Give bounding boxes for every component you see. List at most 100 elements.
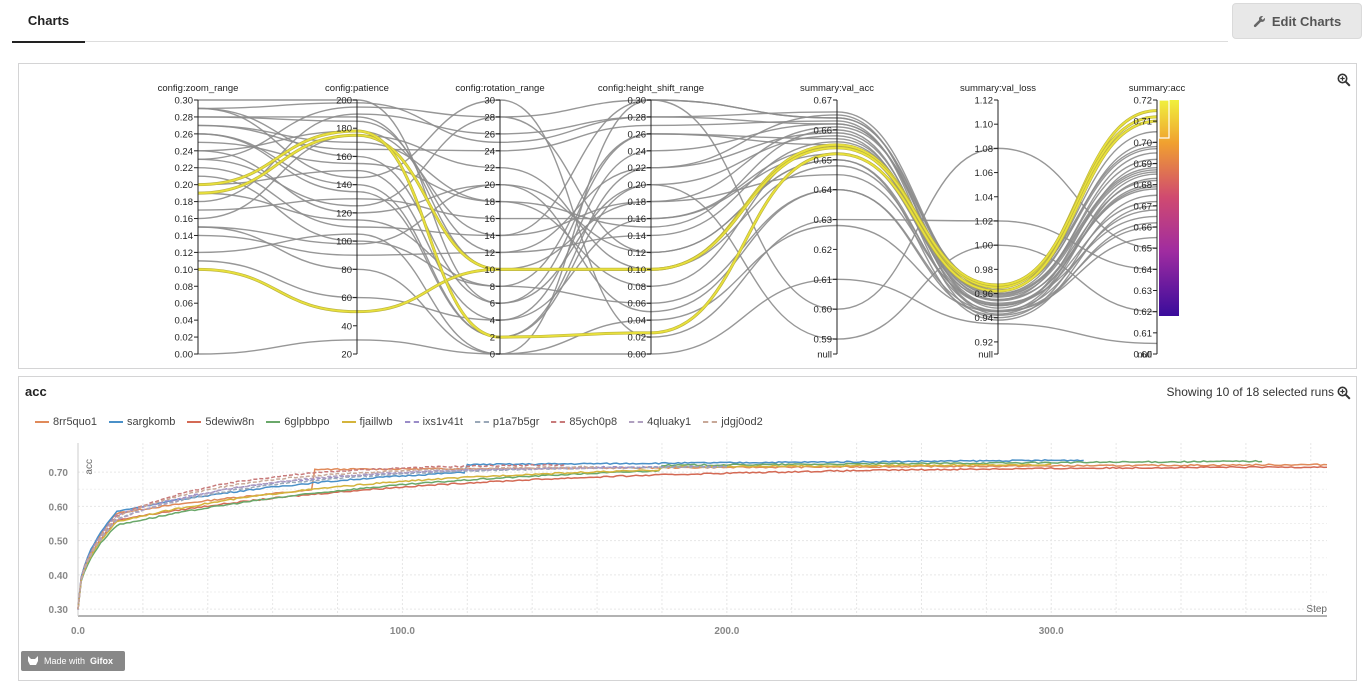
tick-label: 16 [484, 214, 495, 225]
tick-label: 0.04 [175, 316, 194, 327]
edit-charts-button[interactable]: Edit Charts [1232, 3, 1362, 39]
legend-item[interactable]: 6glpbbpo [266, 416, 330, 428]
tick-label: 0.71 [1134, 117, 1153, 128]
tick-label: 0.12 [175, 248, 194, 259]
tick-label: 0.63 [1134, 286, 1153, 297]
tick-label: 0.30 [628, 96, 647, 107]
tick-label: 0.72 [1134, 96, 1153, 107]
tick-label: 28 [484, 112, 495, 123]
tick-label: 0.10 [175, 265, 194, 276]
parallel-coordinates-panel: config:zoom_range 0.30 0.28 0.26 0.24 0.22 0.2… [18, 63, 1357, 369]
tick-label: 0.28 [175, 112, 194, 123]
legend-swatch [266, 421, 281, 423]
tick-label: 0.16 [628, 214, 647, 225]
tick-label: 0.20 [628, 180, 647, 191]
gifox-badge[interactable]: Made with Gifox [21, 651, 125, 671]
legend-item[interactable]: 5dewiw8n [187, 416, 254, 428]
tick-label: 120 [336, 208, 352, 219]
tick-label: 0.14 [175, 231, 194, 242]
legend-item[interactable]: sargkomb [109, 416, 175, 428]
axis-label: config:zoom_range [158, 83, 239, 94]
tick-label: 0.66 [1134, 223, 1153, 234]
gifox-text: Made with [44, 656, 86, 666]
tick-label: 14 [484, 231, 495, 242]
legend-label: p1a7b5gr [492, 416, 540, 428]
legend-label: 4qluaky1 [647, 416, 692, 428]
tick-label: 0.12 [628, 248, 647, 259]
legend-swatch [341, 421, 356, 423]
legend-label: 6glpbbpo [284, 416, 330, 428]
axis-config-patience: config:patience 200 180 160 140 120 100 80 60 40 2… [325, 83, 389, 361]
tick-label: 0.94 [975, 313, 994, 324]
tick-label: 0.02 [628, 333, 647, 344]
parallel-coordinates-chart[interactable]: config:zoom_range 0.30 0.28 0.26 0.24 0.22 0.2… [19, 64, 1356, 368]
run-lines [197, 99, 1158, 355]
axis-config-zoom-range: config:zoom_range 0.30 0.28 0.26 0.24 0.22 0.2… [158, 83, 239, 361]
legend-item[interactable]: 85ych0p8 [551, 416, 617, 428]
acc-line-chart[interactable]: 0.30 0.40 0.50 0.60 0.70 0.0 100.0 200.0 300.0 ac… [19, 407, 1356, 677]
zoom-in-icon[interactable] [1337, 386, 1351, 400]
series-line [77, 459, 1263, 610]
tick-label: 0.30 [175, 96, 194, 107]
tick-label: 140 [336, 180, 352, 191]
tick-label: 20 [341, 350, 352, 361]
tick-label: 0.67 [814, 96, 833, 107]
tick-label: 1.10 [975, 120, 994, 131]
fox-icon [28, 656, 38, 665]
axis-label: summary:val_acc [800, 83, 874, 94]
grid [77, 443, 1327, 616]
tick-label: 1.06 [975, 168, 994, 179]
tick-label: 0.18 [628, 197, 647, 208]
axis-summary-acc: summary:acc 0.72 0.71 0.70 0.69 0.68 0.67 0.66 0… [1129, 83, 1186, 361]
series-line [77, 459, 1084, 610]
tick-label: 200 [336, 96, 352, 107]
tick-label: 0.02 [175, 333, 194, 344]
tick-label: 0.06 [175, 299, 194, 310]
run-line [197, 107, 1158, 307]
series-line [77, 463, 1052, 610]
tick-label: 0.69 [1134, 159, 1153, 170]
tick-label: 0.26 [628, 129, 647, 140]
series-lines [77, 459, 1328, 610]
zoom-in-icon[interactable] [1337, 73, 1351, 87]
edit-charts-label: Edit Charts [1271, 13, 1342, 29]
tick-label: 0.68 [1134, 180, 1153, 191]
run-line [197, 114, 1158, 309]
series-line [77, 465, 598, 610]
chart-title: acc [25, 384, 47, 399]
legend-label: ixs1v41t [422, 416, 463, 428]
tick-label: 0.06 [628, 299, 647, 310]
tick-label: 0.08 [175, 282, 194, 293]
tick-label: 0.00 [175, 350, 194, 361]
legend-item[interactable]: p1a7b5gr [474, 416, 540, 428]
legend-swatch [404, 421, 419, 423]
legend-swatch [474, 421, 489, 423]
legend-item[interactable]: 4qluaky1 [629, 416, 691, 428]
axis-summary-val-acc: summary:val_acc 0.67 0.66 0.65 0.64 0.63 0.62 0… [800, 83, 874, 361]
tick-label: 4 [490, 316, 495, 327]
run-line [197, 153, 1158, 301]
y-tick-label: 0.30 [49, 605, 69, 616]
legend-item[interactable]: fjaillwb [341, 416, 393, 428]
tick-label: 22 [484, 163, 495, 174]
legend-swatch [629, 421, 644, 423]
legend-label: 5dewiw8n [205, 416, 255, 428]
tick-label: 0.67 [1134, 201, 1153, 212]
tick-label: 0.24 [628, 146, 647, 157]
tick-label: 1.00 [975, 241, 994, 252]
tick-label: 18 [484, 197, 495, 208]
axis-config-rotation-range: config:rotation_range3028262422201816141… [455, 83, 544, 361]
legend-item[interactable]: ixs1v41t [404, 416, 463, 428]
tick-label: 1.12 [975, 96, 994, 107]
tab-charts[interactable]: Charts [12, 0, 85, 43]
tick-label: 0.24 [175, 146, 194, 157]
color-scale-bar [1159, 100, 1179, 316]
axis-label: config:patience [325, 83, 389, 94]
legend-item[interactable]: jdgj0od2 [703, 416, 763, 428]
legend-item[interactable]: 8rr5quo1 [35, 416, 97, 428]
run-line [197, 147, 1158, 321]
tick-label: 60 [341, 293, 352, 304]
tick-label: 0.16 [175, 214, 194, 225]
tick-label: 0.22 [175, 163, 194, 174]
y-tick-label: 0.60 [49, 502, 69, 513]
